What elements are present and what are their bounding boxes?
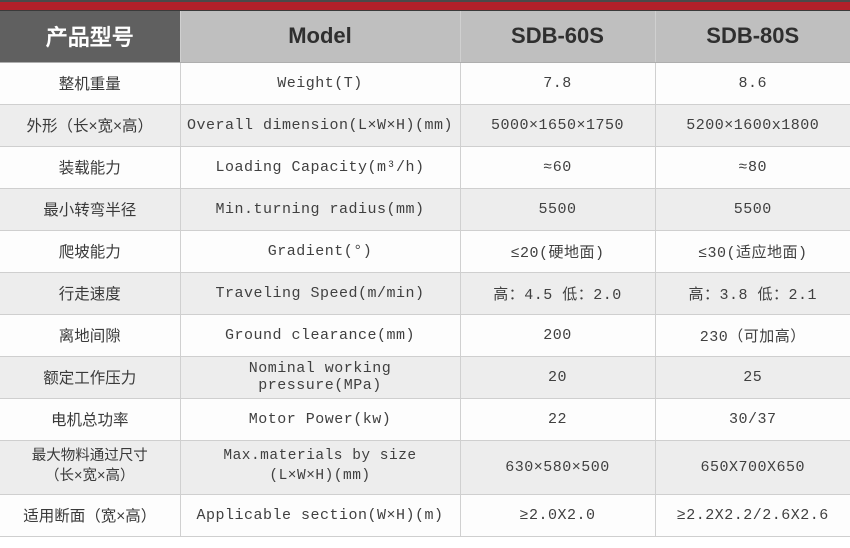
row-label-en: Ground clearance(mm) (180, 314, 460, 356)
row-label-en: Gradient(°) (180, 230, 460, 272)
spec-table: 产品型号 Model SDB-60S SDB-80S 整机重量Weight(T)… (0, 11, 850, 537)
row-label-en: Nominal working pressure(MPa) (180, 356, 460, 398)
row-value-1: 22 (460, 398, 655, 440)
row-label-cn: 爬坡能力 (0, 230, 180, 272)
row-value-1: 5000×1650×1750 (460, 104, 655, 146)
row-label-en: Traveling Speed(m/min) (180, 272, 460, 314)
row-value-2: 650X700X650 (655, 440, 850, 494)
table-row: 外形（长×宽×高）Overall dimension(L×W×H)(mm)500… (0, 104, 850, 146)
row-label-en: Applicable section(W×H)(m) (180, 494, 460, 536)
row-value-2: 5500 (655, 188, 850, 230)
table-row: 适用断面（宽×高）Applicable section(W×H)(m)≥2.0X… (0, 494, 850, 536)
table-row: 行走速度Traveling Speed(m/min)高：4.5 低：2.0高：3… (0, 272, 850, 314)
row-value-1: ≥2.0X2.0 (460, 494, 655, 536)
row-value-2: 30/37 (655, 398, 850, 440)
row-value-1: ≈60 (460, 146, 655, 188)
row-label-en: Weight(T) (180, 62, 460, 104)
row-value-1: 20 (460, 356, 655, 398)
row-value-1: 7.8 (460, 62, 655, 104)
row-value-1: 高：4.5 低：2.0 (460, 272, 655, 314)
row-value-2: ≥2.2X2.2/2.6X2.6 (655, 494, 850, 536)
header-model-1: SDB-60S (460, 11, 655, 62)
row-label-cn: 离地间隙 (0, 314, 180, 356)
row-label-cn: 适用断面（宽×高） (0, 494, 180, 536)
table-body: 整机重量Weight(T)7.88.6外形（长×宽×高）Overall dime… (0, 62, 850, 536)
table-row: 整机重量Weight(T)7.88.6 (0, 62, 850, 104)
row-value-1: 630×580×500 (460, 440, 655, 494)
row-label-cn: 装载能力 (0, 146, 180, 188)
table-row: 爬坡能力Gradient(°)≤20(硬地面)≤30(适应地面) (0, 230, 850, 272)
row-value-2: 25 (655, 356, 850, 398)
top-red-bar (0, 0, 850, 11)
row-value-2: ≤30(适应地面) (655, 230, 850, 272)
header-model: Model (180, 11, 460, 62)
table-header: 产品型号 Model SDB-60S SDB-80S (0, 11, 850, 62)
row-value-2: 高：3.8 低：2.1 (655, 272, 850, 314)
row-value-2: ≈80 (655, 146, 850, 188)
row-label-en: Loading Capacity(m³/h) (180, 146, 460, 188)
table-row: 装载能力Loading Capacity(m³/h)≈60≈80 (0, 146, 850, 188)
row-label-cn: 最大物料通过尺寸（长×宽×高） (0, 440, 180, 494)
table-row: 最大物料通过尺寸（长×宽×高）Max.materials by size(L×W… (0, 440, 850, 494)
row-label-cn: 整机重量 (0, 62, 180, 104)
row-label-cn: 行走速度 (0, 272, 180, 314)
row-value-1: 5500 (460, 188, 655, 230)
row-label-cn: 外形（长×宽×高） (0, 104, 180, 146)
row-value-2: 230（可加高） (655, 314, 850, 356)
row-label-cn: 额定工作压力 (0, 356, 180, 398)
spec-table-container: 产品型号 Model SDB-60S SDB-80S 整机重量Weight(T)… (0, 0, 850, 548)
row-label-cn: 最小转弯半径 (0, 188, 180, 230)
row-value-1: 200 (460, 314, 655, 356)
row-label-en: Motor Power(kw) (180, 398, 460, 440)
header-cn: 产品型号 (0, 11, 180, 62)
table-row: 离地间隙Ground clearance(mm)200230（可加高） (0, 314, 850, 356)
row-label-en: Overall dimension(L×W×H)(mm) (180, 104, 460, 146)
row-label-cn: 电机总功率 (0, 398, 180, 440)
row-label-en: Min.turning radius(mm) (180, 188, 460, 230)
row-label-en: Max.materials by size(L×W×H)(mm) (180, 440, 460, 494)
row-value-1: ≤20(硬地面) (460, 230, 655, 272)
table-row: 电机总功率Motor Power(kw)2230/37 (0, 398, 850, 440)
row-value-2: 8.6 (655, 62, 850, 104)
row-value-2: 5200×1600x1800 (655, 104, 850, 146)
table-row: 额定工作压力Nominal working pressure(MPa)2025 (0, 356, 850, 398)
header-model-2: SDB-80S (655, 11, 850, 62)
table-row: 最小转弯半径Min.turning radius(mm)55005500 (0, 188, 850, 230)
